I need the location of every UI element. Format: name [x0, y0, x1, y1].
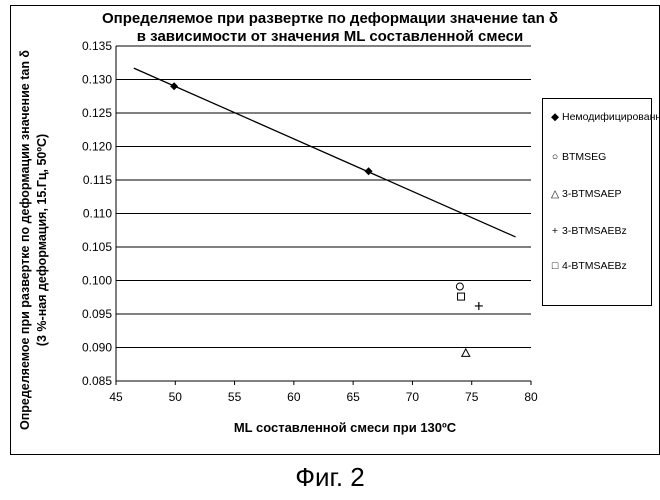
plus-icon: + [549, 225, 561, 237]
x-tick-label: 80 [524, 390, 538, 404]
data-point-diamond [365, 167, 373, 175]
legend-label: BTMSEG [562, 151, 606, 163]
trendline [134, 68, 516, 237]
legend: ◆Немодифицированный ○BTMSEG △3-BTMSAEP +… [542, 98, 652, 306]
x-tick-label: 60 [287, 390, 301, 404]
y-axis-label-line2: (3 %-ная деформация, 15.Гц, 50ºC) [34, 50, 51, 430]
y-axis-label: Определяемое при развертке по деформации… [17, 50, 53, 430]
x-tick-label: 75 [465, 390, 479, 404]
legend-item-3-btmsaebz: +3-BTMSAEBz [549, 225, 627, 237]
y-tick-label: 0.110 [83, 207, 112, 221]
y-tick-label: 0.100 [82, 274, 112, 288]
y-tick-label: 0.115 [83, 173, 112, 187]
data-point-square [458, 293, 465, 300]
data-point-diamond [170, 82, 178, 90]
legend-item-3-btmsaep: △3-BTMSAEP [549, 188, 622, 200]
x-axis-label: ML составленной смеси при 130ºC [95, 420, 595, 435]
legend-item-4-btmsaebz: □4-BTMSAEBz [549, 260, 627, 272]
figure-caption: Фиг. 2 [0, 462, 660, 493]
legend-item-btmseg: ○BTMSEG [549, 151, 606, 163]
x-tick-label: 55 [228, 390, 242, 404]
legend-label: 3-BTMSAEP [562, 188, 622, 200]
data-point-circle [456, 283, 463, 290]
y-tick-label: 0.125 [82, 106, 112, 120]
circle-open-icon: ○ [549, 151, 561, 163]
y-axis-label-line1: Определяемое при развертке по деформации… [17, 50, 34, 430]
x-tick-label: 70 [406, 390, 420, 404]
diamond-filled-icon: ◆ [549, 111, 561, 123]
y-tick-label: 0.085 [82, 374, 112, 388]
legend-item-unmodified: ◆Немодифицированный [549, 111, 660, 123]
y-tick-label: 0.090 [82, 341, 112, 355]
y-tick-label: 0.095 [82, 307, 112, 321]
y-tick-label: 0.105 [82, 240, 112, 254]
triangle-open-icon: △ [549, 188, 561, 200]
x-tick-label: 65 [346, 390, 360, 404]
data-point-plus [475, 302, 483, 310]
legend-label: 4-BTMSAEBz [562, 260, 627, 272]
y-tick-label: 0.120 [82, 140, 112, 154]
legend-label: 3-BTMSAEBz [562, 225, 627, 237]
legend-label: Немодифицированный [562, 111, 660, 123]
y-tick-label: 0.135 [82, 39, 112, 53]
x-tick-label: 50 [169, 390, 183, 404]
y-tick-label: 0.130 [82, 73, 112, 87]
square-open-icon: □ [549, 260, 561, 272]
x-tick-label: 45 [109, 390, 123, 404]
data-point-triangle [462, 349, 470, 357]
